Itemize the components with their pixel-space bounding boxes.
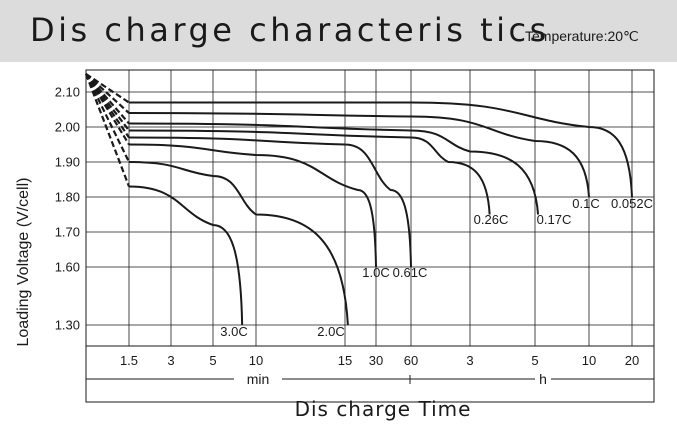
curve-0.26C — [128, 129, 491, 215]
x-tick-label: 10 — [249, 353, 263, 368]
y-axis-label: Loading Voltage (V/cell) — [15, 178, 32, 347]
curve-3.0C — [128, 185, 244, 326]
curve-0.17C — [128, 122, 540, 215]
y-tick-label: 2.00 — [55, 120, 80, 135]
curve-start-dash — [85, 73, 130, 125]
curves — [84, 73, 633, 326]
x-tick-label: 1.5 — [120, 353, 138, 368]
x-tick-label: 5 — [209, 353, 216, 368]
discharge-chart: 2.10 2.00 1.90 1.80 1.70 1.60 1.30 1.5 3 5 10 15 30 6… — [15, 69, 655, 421]
y-tick-label: 1.90 — [55, 155, 80, 170]
x-tick-label: 60 — [404, 353, 418, 368]
curve-label: 0.052C — [611, 196, 653, 211]
chart-title: Dis charge characteris tics — [30, 11, 550, 49]
curve-label: 0.1C — [572, 196, 599, 211]
curve-label: 3.0C — [220, 324, 247, 339]
y-tick-label: 2.10 — [55, 85, 80, 100]
y-tick-label: 1.80 — [55, 190, 80, 205]
temperature-label: Temperature:20℃ — [525, 28, 639, 44]
curve-label: 0.61C — [393, 265, 428, 280]
tick-labels: 2.10 2.00 1.90 1.80 1.70 1.60 1.30 1.5 3 5 10 15 30 6… — [55, 85, 640, 369]
x-tick-label: 10 — [582, 353, 596, 368]
curve-label: 0.17C — [537, 212, 572, 227]
x-axis-label: Dis charge Time — [295, 397, 472, 421]
curve-label: 1.0C — [362, 265, 389, 280]
plot-frame — [85, 69, 655, 403]
curve-0.1C — [128, 112, 590, 198]
x-tick-label: 20 — [625, 353, 639, 368]
curve-0.61C — [128, 136, 412, 268]
curve-start-dash — [84, 73, 131, 187]
unit-min: min — [247, 371, 270, 387]
curve-0.052C — [129, 101, 633, 198]
unit-h: h — [539, 371, 547, 387]
curve-2.0C — [128, 161, 349, 326]
curve-start-dash — [85, 73, 130, 114]
y-tick-label: 1.30 — [55, 318, 80, 333]
y-tick-label: 1.60 — [55, 260, 80, 275]
unit-axis: min h — [86, 371, 654, 387]
curve-start-dash — [85, 73, 130, 163]
x-tick-label: 3 — [167, 353, 174, 368]
x-tick-label: 5 — [531, 353, 538, 368]
x-tick-label: 3 — [466, 353, 473, 368]
x-tick-label: 30 — [369, 353, 383, 368]
chart-header: Dis charge characteris tics Temperature:… — [0, 0, 677, 62]
curve-label: 0.26C — [474, 212, 509, 227]
y-tick-label: 1.70 — [55, 225, 80, 240]
x-tick-label: 15 — [338, 353, 352, 368]
curve-1.0C — [128, 143, 377, 268]
curve-label: 2.0C — [317, 324, 344, 339]
